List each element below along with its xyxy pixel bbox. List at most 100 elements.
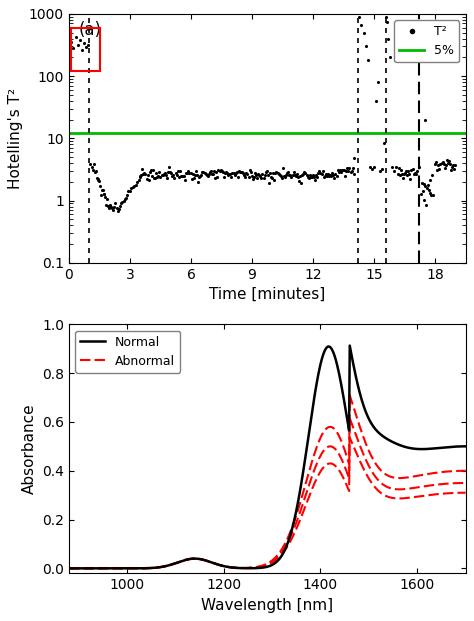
Point — [296, 171, 304, 181]
Point — [130, 181, 138, 191]
Point — [436, 164, 443, 174]
Point — [301, 167, 308, 177]
Point — [391, 166, 398, 176]
Point — [221, 168, 228, 178]
Point — [190, 173, 198, 183]
Point — [144, 170, 151, 180]
Point — [126, 186, 134, 196]
Point — [94, 175, 101, 184]
Normal — [300, 471, 306, 478]
Point — [264, 170, 272, 180]
Point — [394, 169, 401, 179]
Point — [161, 168, 169, 178]
Point — [248, 171, 255, 181]
Point — [253, 173, 261, 183]
Point — [243, 168, 250, 178]
Point — [308, 173, 316, 183]
X-axis label: Wavelength [nm]: Wavelength [nm] — [201, 597, 333, 613]
Point — [120, 196, 128, 206]
Point — [306, 170, 313, 180]
Point — [215, 165, 222, 175]
Point — [447, 165, 455, 175]
Point — [366, 161, 374, 171]
Point — [76, 35, 83, 45]
Point — [431, 159, 439, 169]
Point — [150, 173, 158, 183]
Point — [275, 169, 283, 179]
Point — [108, 203, 116, 213]
Point — [449, 160, 457, 170]
Point — [137, 171, 144, 181]
Point — [175, 173, 182, 183]
Point — [80, 38, 88, 48]
Point — [376, 166, 384, 176]
Point — [419, 186, 427, 196]
Point — [324, 170, 332, 179]
Point — [336, 165, 344, 175]
Point — [227, 169, 234, 179]
Normal — [331, 350, 337, 358]
Point — [408, 165, 415, 175]
Point — [370, 161, 378, 171]
Point — [106, 200, 113, 210]
Point — [204, 171, 211, 181]
Point — [435, 160, 442, 170]
Point — [395, 163, 402, 173]
Point — [97, 191, 105, 201]
Point — [186, 168, 193, 178]
Point — [425, 185, 433, 195]
Point — [236, 167, 244, 177]
Point — [326, 170, 334, 180]
Point — [299, 170, 306, 180]
Point — [278, 173, 286, 183]
Point — [142, 168, 149, 178]
Point — [210, 169, 217, 179]
Point — [138, 164, 146, 174]
Point — [409, 164, 416, 174]
Point — [339, 165, 347, 175]
Point — [350, 169, 357, 179]
Point — [349, 163, 356, 173]
Point — [96, 181, 104, 191]
Point — [100, 189, 108, 199]
Point — [291, 170, 299, 180]
Normal — [66, 564, 72, 572]
Point — [452, 160, 459, 170]
Point — [182, 168, 190, 178]
Point — [160, 169, 167, 179]
Point — [235, 166, 243, 176]
Normal — [246, 564, 251, 572]
Text: (a): (a) — [79, 21, 102, 39]
Point — [294, 172, 302, 182]
Point — [441, 163, 448, 173]
Point — [411, 168, 419, 178]
Point — [406, 168, 413, 178]
Point — [357, 20, 365, 30]
Point — [344, 163, 351, 173]
Point — [233, 166, 240, 176]
Point — [109, 205, 117, 215]
Point — [211, 173, 219, 183]
Legend: T², 5%: T², 5% — [394, 20, 459, 62]
Point — [261, 170, 268, 180]
Point — [82, 42, 90, 52]
Point — [311, 175, 319, 184]
Point — [269, 168, 277, 178]
Point — [293, 170, 301, 179]
Point — [158, 171, 165, 181]
X-axis label: Time [minutes]: Time [minutes] — [209, 287, 325, 302]
Point — [230, 168, 237, 178]
Point — [145, 176, 153, 186]
Point — [334, 165, 341, 175]
Point — [341, 171, 349, 181]
Point — [242, 172, 249, 182]
Point — [174, 166, 182, 176]
Point — [70, 43, 77, 53]
Point — [139, 169, 147, 179]
Normal — [463, 443, 468, 450]
Point — [451, 164, 458, 174]
Point — [364, 55, 372, 65]
Point — [133, 177, 141, 187]
Point — [335, 168, 343, 178]
Point — [252, 170, 260, 180]
